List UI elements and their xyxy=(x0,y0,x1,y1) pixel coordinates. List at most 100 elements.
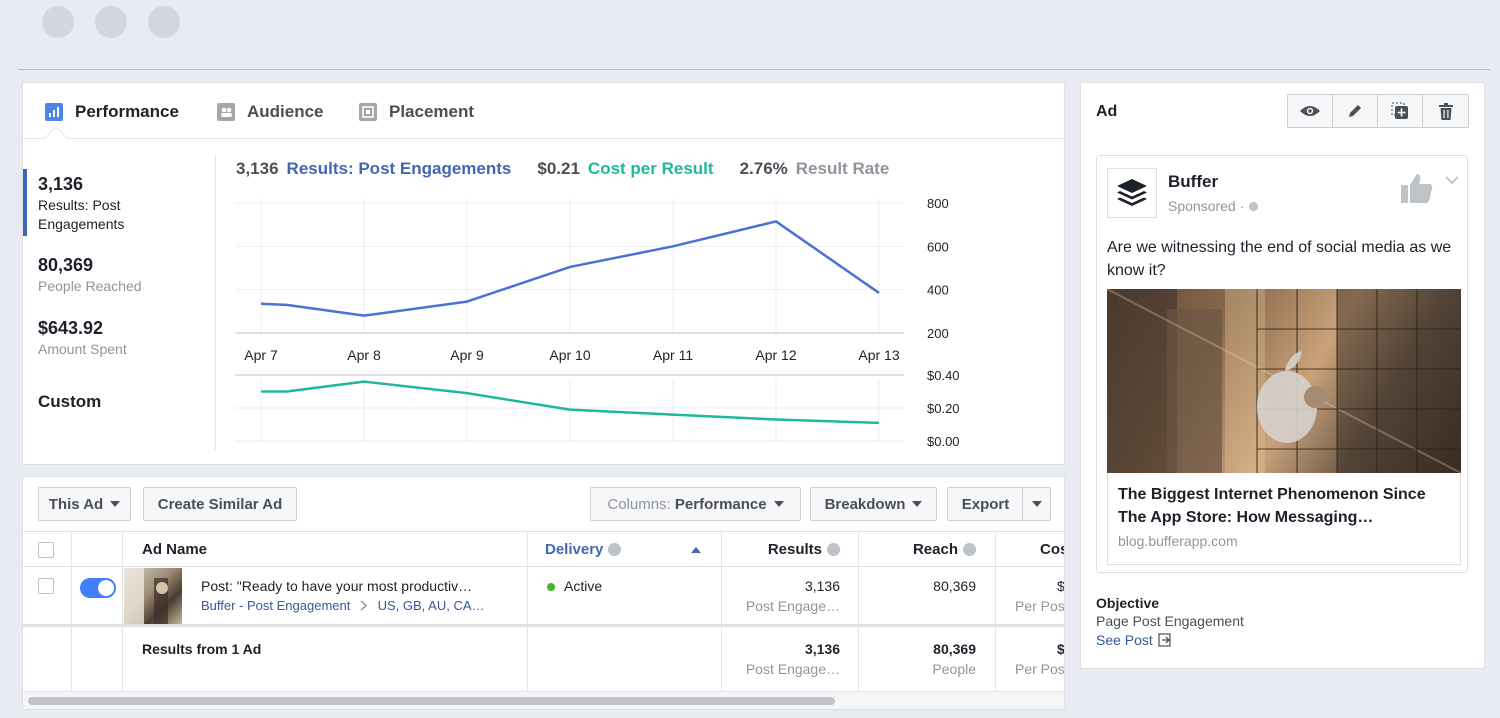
window-close-button[interactable] xyxy=(42,6,74,38)
column-delivery[interactable]: Delivery xyxy=(545,532,725,567)
x-tick-label: Apr 9 xyxy=(450,347,484,363)
metric-results-label[interactable]: Results: Post Engagements xyxy=(286,159,512,178)
selected-metric-indicator xyxy=(23,169,27,236)
external-link-icon xyxy=(1158,633,1171,647)
tab-placement[interactable]: Placement xyxy=(359,101,474,123)
ad-image[interactable] xyxy=(1107,289,1461,473)
columns-dropdown[interactable]: Columns: Performance xyxy=(590,487,801,521)
duplicate-button[interactable] xyxy=(1378,95,1423,127)
sort-ascending-icon xyxy=(691,547,701,553)
totals-divider xyxy=(23,624,1064,627)
row-checkbox[interactable] xyxy=(38,578,54,594)
caret-down-icon xyxy=(1031,501,1042,507)
column-results[interactable]: Results xyxy=(723,532,840,567)
y-tick-label: 200 xyxy=(927,326,949,341)
buffer-logo-icon xyxy=(1117,179,1147,206)
totals-results-value: 3,136 xyxy=(804,641,840,657)
breakdown-dropdown[interactable]: Breakdown xyxy=(810,487,937,521)
tab-audience[interactable]: Audience xyxy=(217,101,324,123)
totals-label: Results from 1 Ad xyxy=(142,641,262,657)
people-icon xyxy=(217,103,235,121)
performance-chart: Apr 7 Apr 8 Apr 9 Apr 10 Apr 11 Apr 12 Apr 13 2… xyxy=(235,196,960,449)
cost-per-result-line xyxy=(261,380,880,425)
columns-value: Performance xyxy=(674,495,767,513)
caret-down-icon xyxy=(773,501,784,507)
export-options-button[interactable] xyxy=(1022,487,1051,521)
caret-down-icon xyxy=(912,501,923,507)
ad-headline: The Biggest Internet Phenomenon Since Th… xyxy=(1118,486,1426,526)
metric-cost-label[interactable]: Cost per Result xyxy=(587,159,714,178)
horizontal-scrollbar[interactable] xyxy=(23,691,1064,709)
stats-divider xyxy=(215,155,216,450)
ad-panel-title: Ad xyxy=(1096,103,1118,120)
export-button[interactable]: Export xyxy=(947,487,1023,521)
info-icon xyxy=(827,543,840,556)
window-minimize-button[interactable] xyxy=(95,6,127,38)
metric-rate-label[interactable]: Result Rate xyxy=(795,159,890,178)
x-tick-label: Apr 12 xyxy=(755,347,796,363)
select-all-checkbox[interactable] xyxy=(38,542,54,558)
column-cost[interactable]: Cos xyxy=(1040,541,1064,558)
ad-preview-card: Buffer Sponsored · Are we witnessing the… xyxy=(1096,155,1468,573)
performance-panel: Performance Audience Placement 3,136 Res… xyxy=(22,82,1065,465)
x-tick-label: Apr 11 xyxy=(653,347,693,363)
edit-button[interactable] xyxy=(1333,95,1378,127)
this-ad-dropdown[interactable]: This Ad xyxy=(38,487,131,521)
y-tick-label: 400 xyxy=(927,283,949,298)
ad-name-text[interactable]: Post: "Ready to have your most productiv… xyxy=(201,578,473,594)
spent-stat-value[interactable]: $643.92 xyxy=(38,318,104,338)
create-similar-ad-button[interactable]: Create Similar Ad xyxy=(143,487,297,521)
scrollbar-thumb[interactable] xyxy=(28,697,835,705)
targeting-link[interactable]: US, GB, AU, CA… xyxy=(377,598,485,613)
delete-button[interactable] xyxy=(1423,95,1468,127)
y-tick-label: $0.40 xyxy=(927,368,960,383)
chevron-right-icon xyxy=(360,600,368,611)
y-tick-label: 800 xyxy=(927,196,949,211)
objective-label: Objective xyxy=(1096,595,1160,611)
preview-button[interactable] xyxy=(1288,95,1333,127)
ads-table-panel: This Ad Create Similar Ad Columns: Perfo… xyxy=(22,476,1065,710)
pencil-icon xyxy=(1349,105,1361,117)
column-reach[interactable]: Reach xyxy=(859,532,976,567)
tab-performance[interactable]: Performance xyxy=(45,101,179,123)
table-header: Ad Name Delivery Results Reach Cos xyxy=(23,531,1064,567)
row-cost-value: $ xyxy=(1057,578,1065,594)
column-divider xyxy=(995,531,996,691)
see-post-label: See Post xyxy=(1096,632,1153,648)
ad-sponsored-label: Sponsored · xyxy=(1168,198,1259,214)
totals-cost-type: Per Pos xyxy=(1015,661,1065,677)
x-tick-label: Apr 13 xyxy=(858,347,899,363)
row-results-type: Post Engage… xyxy=(745,598,840,614)
reach-stat-value[interactable]: 80,369 xyxy=(38,255,94,275)
placement-icon xyxy=(359,103,377,121)
ad-status-toggle[interactable] xyxy=(80,578,116,598)
y-tick-label: $0.20 xyxy=(927,401,960,416)
bar-chart-icon xyxy=(45,103,63,121)
window-zoom-button[interactable] xyxy=(148,6,180,38)
export-label: Export xyxy=(961,495,1010,513)
like-icon[interactable] xyxy=(1400,172,1434,204)
ad-toolbar xyxy=(1287,94,1469,128)
ad-link-preview[interactable]: The Biggest Internet Phenomenon Since Th… xyxy=(1107,473,1461,565)
metric-rate-value: 2.76% xyxy=(739,159,788,178)
column-divider xyxy=(71,531,72,691)
tab-performance-label: Performance xyxy=(75,102,179,121)
column-divider xyxy=(721,531,722,691)
eye-icon xyxy=(1300,106,1320,116)
chevron-down-icon[interactable] xyxy=(1445,176,1459,185)
totals-reach-type: People xyxy=(932,661,976,677)
results-stat-value[interactable]: 3,136 xyxy=(38,174,84,194)
column-divider xyxy=(122,531,123,691)
campaign-link[interactable]: Buffer - Post Engagement xyxy=(201,598,351,613)
see-post-link[interactable]: See Post xyxy=(1096,632,1172,648)
ad-page-name[interactable]: Buffer xyxy=(1168,172,1219,191)
y-tick-label: $0.00 xyxy=(927,434,960,449)
custom-metric-link[interactable]: Custom xyxy=(38,392,102,411)
column-ad-name[interactable]: Ad Name xyxy=(142,541,208,558)
objective-value: Page Post Engagement xyxy=(1096,613,1244,629)
buffer-logo xyxy=(1107,168,1157,218)
totals-reach-value: 80,369 xyxy=(933,641,976,657)
ad-thumbnail[interactable] xyxy=(124,568,182,624)
totals-results-type: Post Engage… xyxy=(745,661,840,677)
x-tick-label: Apr 7 xyxy=(244,347,278,363)
